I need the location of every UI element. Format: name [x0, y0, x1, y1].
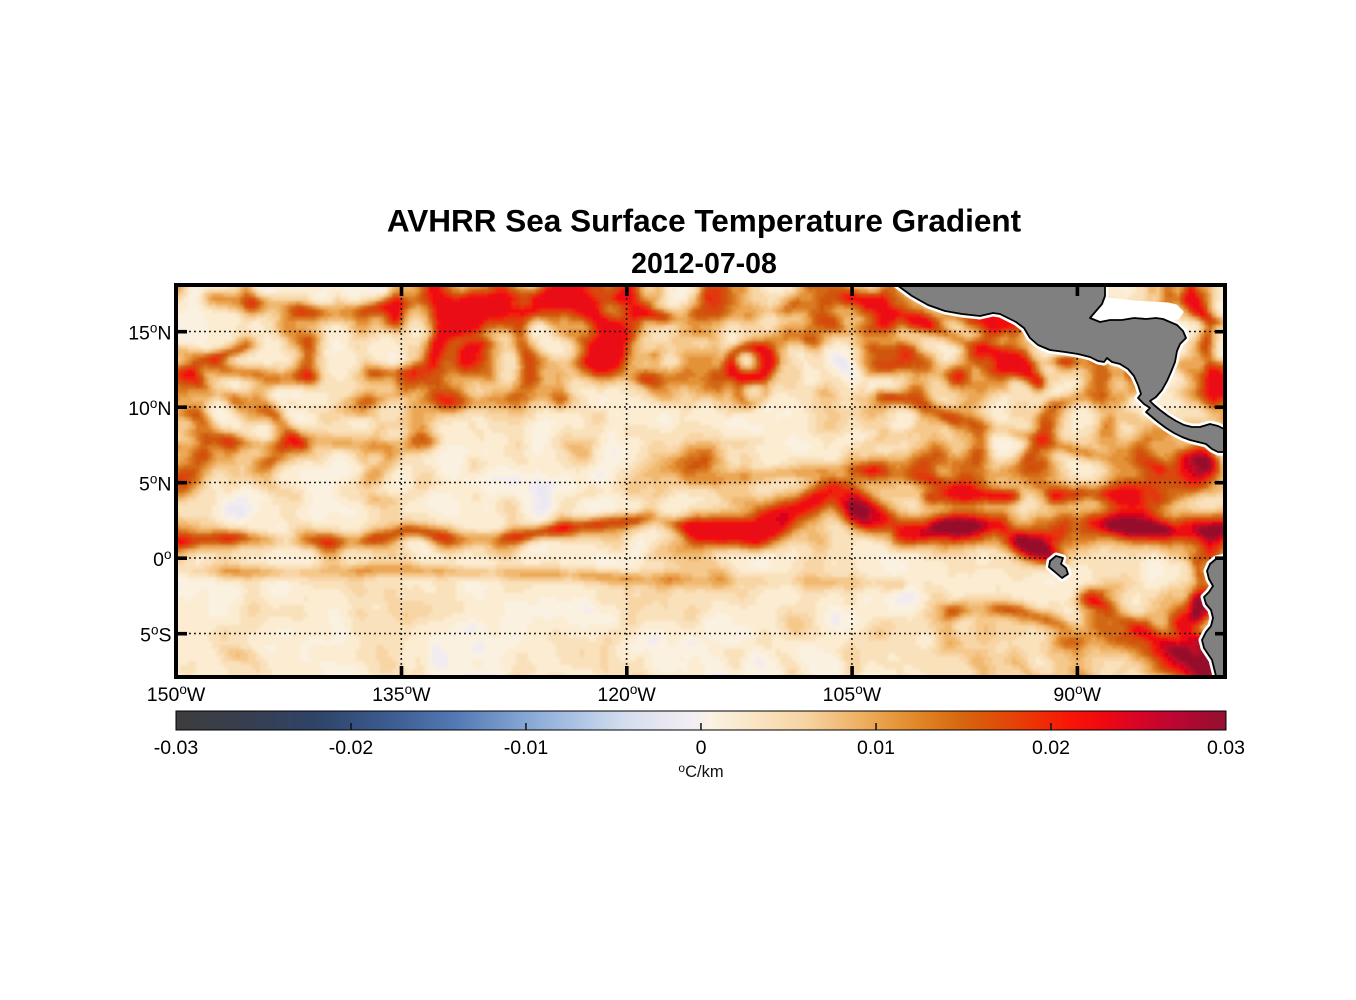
- svg-text:-0.03: -0.03: [154, 737, 198, 759]
- svg-text:120oW: 120oW: [597, 682, 656, 706]
- svg-text:0.03: 0.03: [1207, 737, 1245, 759]
- svg-text:-0.02: -0.02: [329, 737, 373, 759]
- svg-text:150oW: 150oW: [147, 682, 206, 706]
- svg-text:10oN: 10oN: [128, 396, 171, 420]
- svg-text:5oS: 5oS: [140, 623, 171, 647]
- svg-text:135oW: 135oW: [372, 682, 431, 706]
- svg-text:0: 0: [696, 737, 707, 759]
- svg-text:90oW: 90oW: [1053, 682, 1101, 706]
- svg-text:AVHRR Sea Surface Temperature: AVHRR Sea Surface Temperature Gradient: [387, 203, 1022, 239]
- svg-text:oC/km: oC/km: [678, 761, 723, 781]
- svg-text:15oN: 15oN: [128, 321, 171, 345]
- svg-text:2012-07-08: 2012-07-08: [631, 248, 777, 280]
- svg-text:0.02: 0.02: [1032, 737, 1070, 759]
- svg-text:0o: 0o: [153, 547, 171, 571]
- svg-text:0.01: 0.01: [857, 737, 895, 759]
- svg-text:105oW: 105oW: [823, 682, 882, 706]
- svg-text:5oN: 5oN: [139, 472, 171, 496]
- svg-text:-0.01: -0.01: [504, 737, 548, 759]
